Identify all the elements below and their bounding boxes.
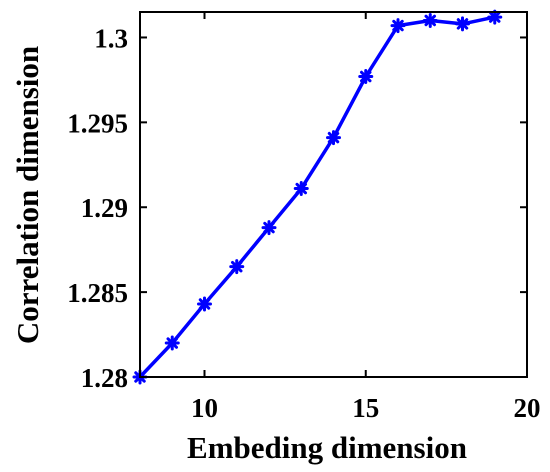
x-tick-label: 15: [352, 393, 379, 423]
data-point: [487, 9, 503, 25]
x-axis-label: Embeding dimension: [187, 430, 467, 465]
y-tick-label: 1.285: [67, 278, 128, 308]
x-tick-label: 10: [191, 393, 218, 423]
series-layer: [132, 9, 503, 385]
data-point: [326, 130, 341, 146]
data-point: [229, 259, 245, 275]
data-point: [358, 69, 374, 85]
y-tick-label: 1.29: [81, 193, 128, 223]
data-point: [390, 18, 406, 34]
data-point: [455, 16, 470, 32]
y-axis-label: Correlation dimension: [10, 46, 45, 344]
axes-layer: [139, 11, 528, 378]
data-point: [293, 181, 309, 197]
plot-frame: [139, 11, 528, 378]
data-point: [197, 296, 212, 312]
y-tick-label: 1.28: [81, 363, 128, 393]
data-point: [261, 220, 277, 236]
y-tick-layer: 1.28 1.285 1.29 1.295 1.3: [67, 23, 527, 393]
data-point: [164, 335, 180, 351]
x-tick-label: 20: [514, 393, 541, 423]
x-tick-layer: 10 15 20: [191, 12, 541, 423]
data-point: [422, 12, 438, 28]
y-tick-label: 1.3: [94, 23, 128, 53]
y-tick-label: 1.295: [67, 108, 128, 138]
